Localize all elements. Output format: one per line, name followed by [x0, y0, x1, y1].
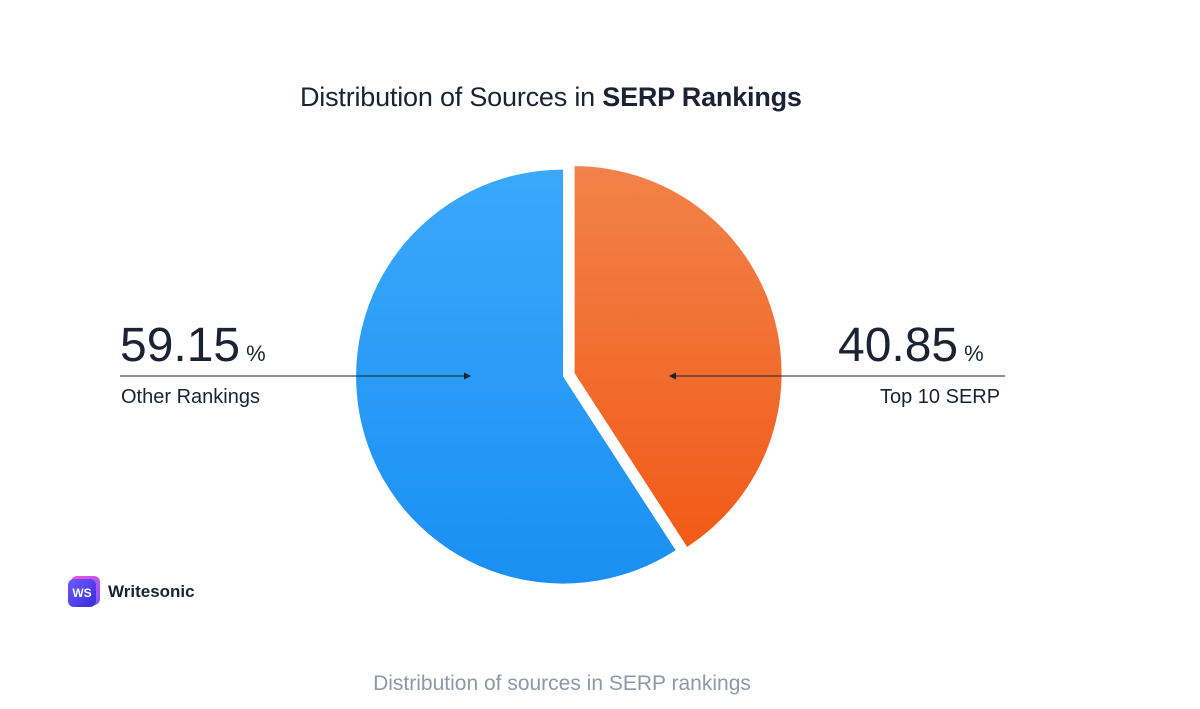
chart-card: Distribution of Sources in SERP Rankings…	[68, 82, 1005, 608]
top-10-serp-label: Top 10 SERP	[880, 386, 1001, 408]
chart-title: Distribution of Sources in SERP Rankings	[300, 82, 802, 113]
chart-title-bold: SERP Rankings	[602, 82, 802, 112]
other-rankings-value: 59.15%	[120, 322, 266, 370]
figure-caption: Distribution of sources in SERP rankings	[373, 672, 751, 695]
pie-chart	[120, 166, 1005, 584]
top-10-serp-number: 40.85	[838, 319, 959, 372]
writesonic-logo-icon: WS	[68, 576, 100, 608]
other-rankings-unit: %	[246, 341, 266, 366]
brand-logo: WS Writesonic	[68, 576, 195, 608]
brand-mark-text: WS	[68, 579, 96, 607]
other-rankings-number: 59.15	[120, 319, 241, 372]
top-10-serp-unit: %	[964, 341, 984, 366]
other-rankings-label: Other Rankings	[121, 386, 260, 408]
leader-arrow-top-10-serp	[669, 372, 676, 380]
pie-slice-other-rankings	[356, 169, 676, 584]
brand-name: Writesonic	[108, 582, 195, 601]
leader-arrow-other-rankings	[464, 372, 471, 380]
chart-title-regular: Distribution of Sources in	[300, 82, 595, 112]
top-10-serp-value: 40.85%	[838, 322, 984, 370]
pie-slice-top-10-serp	[574, 166, 782, 547]
